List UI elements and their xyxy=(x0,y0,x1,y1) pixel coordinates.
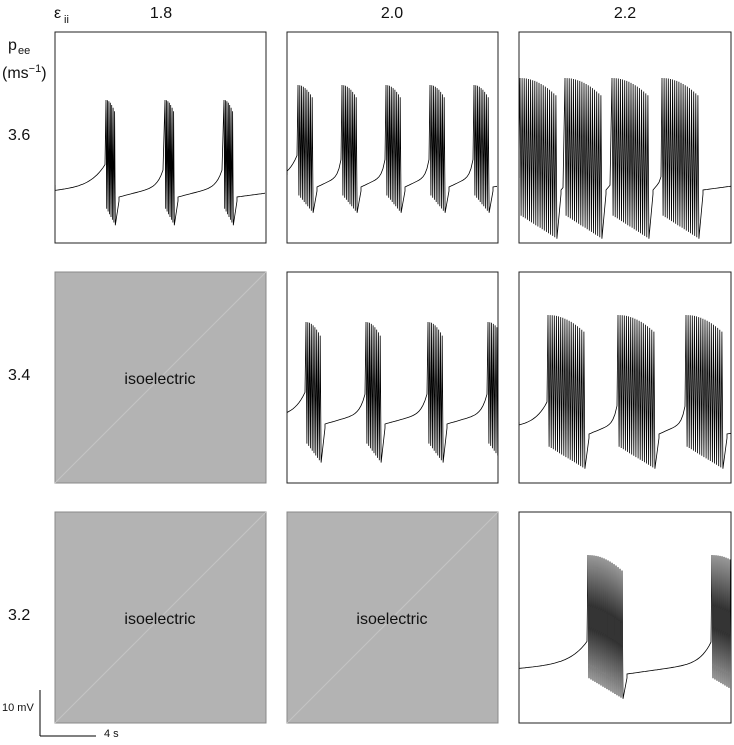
unit-exp: −1 xyxy=(29,63,42,75)
voltage-trace xyxy=(519,314,731,469)
scale-bar-label: 10 mV xyxy=(2,702,34,714)
traces xyxy=(55,77,731,699)
epsilon: ε xyxy=(54,5,61,22)
row-label: 3.2 xyxy=(8,607,30,624)
isoelectric-label: isoelectric xyxy=(356,611,427,628)
p: p xyxy=(8,37,17,54)
unit: (ms−1) xyxy=(2,63,47,82)
col-symbol: ε ii xyxy=(54,5,69,26)
diagonal xyxy=(54,271,267,484)
voltage-trace xyxy=(287,84,498,213)
voltage-trace xyxy=(55,99,266,226)
epsilon-sub: ii xyxy=(64,14,69,26)
panel xyxy=(518,511,732,724)
isoelectric-label: isoelectric xyxy=(124,371,195,388)
panel xyxy=(286,271,499,484)
voltage-trace xyxy=(519,77,731,239)
p-sub: ee xyxy=(18,45,30,57)
column-label: 2.0 xyxy=(381,5,403,22)
row-label: 3.4 xyxy=(8,367,30,384)
diagonal xyxy=(54,511,267,724)
scale-bar-label: 4 s xyxy=(104,728,119,740)
voltage-trace xyxy=(519,554,731,699)
row-symbol: p ee (ms−1) xyxy=(2,37,47,82)
column-label: 1.8 xyxy=(150,5,172,22)
panel xyxy=(54,31,267,244)
column-label: 2.2 xyxy=(614,5,636,22)
unit-open: (ms xyxy=(2,65,29,82)
voltage-trace xyxy=(287,321,498,463)
row-label: 3.6 xyxy=(8,127,30,144)
isoelectric-label: isoelectric xyxy=(124,611,195,628)
unit-close: ) xyxy=(41,65,46,82)
diagonal xyxy=(286,511,499,724)
